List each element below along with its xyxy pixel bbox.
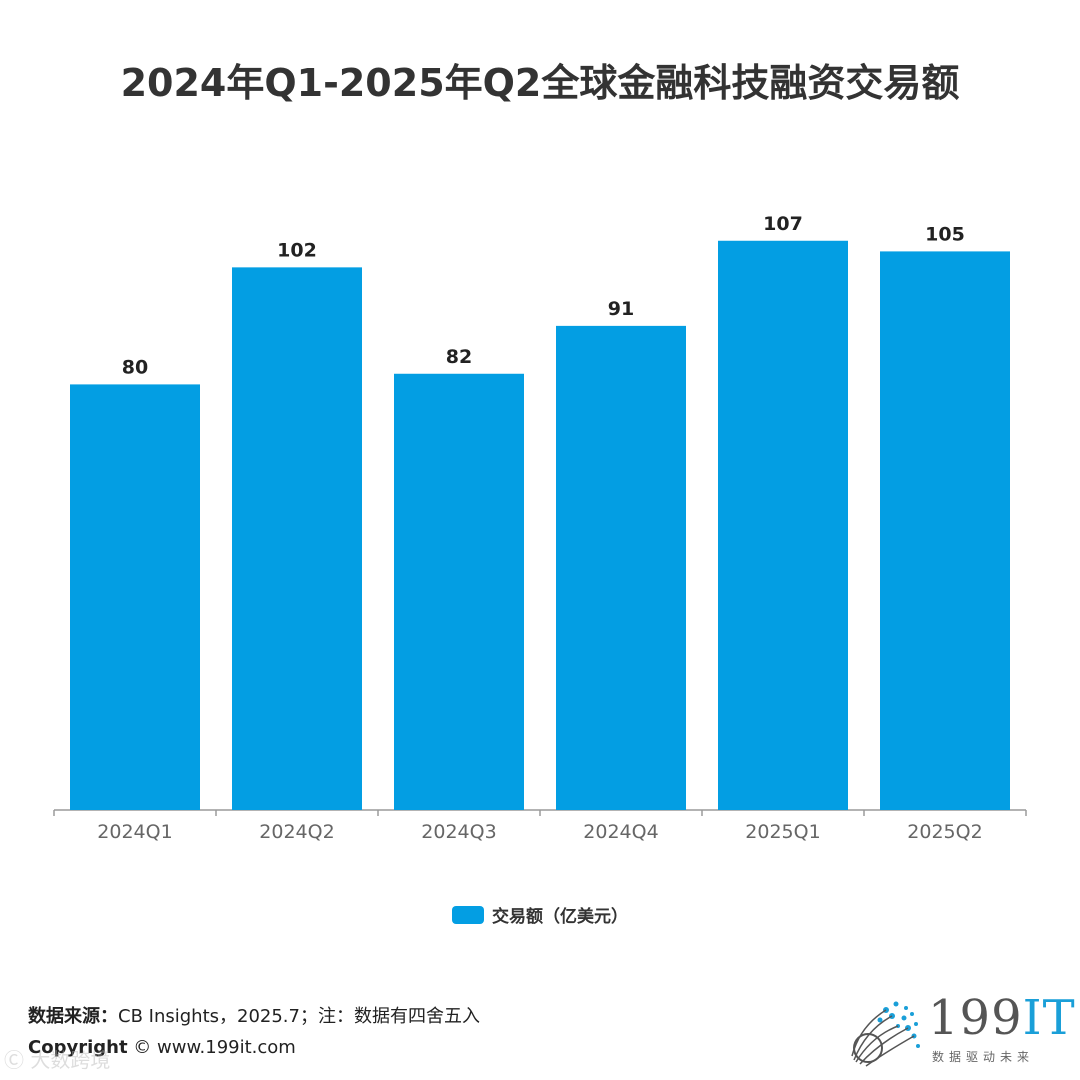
legend: 交易额（亿美元） <box>0 902 1080 927</box>
logo-it: IT <box>1022 990 1076 1046</box>
copyright-label: Copyright <box>28 1037 128 1058</box>
data-label: 82 <box>446 346 472 368</box>
x-tick-label: 2024Q2 <box>259 821 334 843</box>
bar <box>880 251 1010 810</box>
legend-swatch <box>452 905 484 924</box>
x-tick-label: 2025Q1 <box>745 821 820 843</box>
logo-subtitle: 数据驱动未来 <box>932 1050 1035 1064</box>
x-tick-label: 2024Q1 <box>97 821 172 843</box>
watermark: Ⓒ 大数跨境 <box>4 1048 111 1072</box>
x-tick-label: 2025Q2 <box>907 821 982 843</box>
data-label: 80 <box>122 356 148 378</box>
footer-source: 数据来源：CB Insights，2025.7；注：数据有四舍五入 <box>28 1002 480 1028</box>
data-label: 107 <box>763 213 803 235</box>
bar <box>70 384 200 810</box>
data-label: 105 <box>925 223 965 245</box>
data-label: 91 <box>608 298 634 320</box>
data-label: 102 <box>277 239 317 261</box>
bar <box>556 325 686 810</box>
x-tick-label: 2024Q4 <box>583 821 658 843</box>
copyright-text: © www.199it.com <box>133 1037 296 1058</box>
logo-num: 199 <box>928 990 1023 1046</box>
legend-label: 交易额（亿美元） <box>492 907 628 927</box>
x-tick-label: 2024Q3 <box>421 821 496 843</box>
bar <box>232 267 362 810</box>
chart-title: 2024年Q1-2025年Q2全球金融科技融资交易额 <box>120 61 960 105</box>
source-text: CB Insights，2025.7；注：数据有四舍五入 <box>118 1006 480 1027</box>
logo-text: 199IT <box>928 990 1076 1046</box>
source-label: 数据来源： <box>28 1006 118 1027</box>
footer-copyright: Copyright © www.199it.com <box>28 1037 296 1058</box>
bar <box>718 240 848 810</box>
logo-icon <box>851 1001 920 1067</box>
bar <box>394 373 524 810</box>
